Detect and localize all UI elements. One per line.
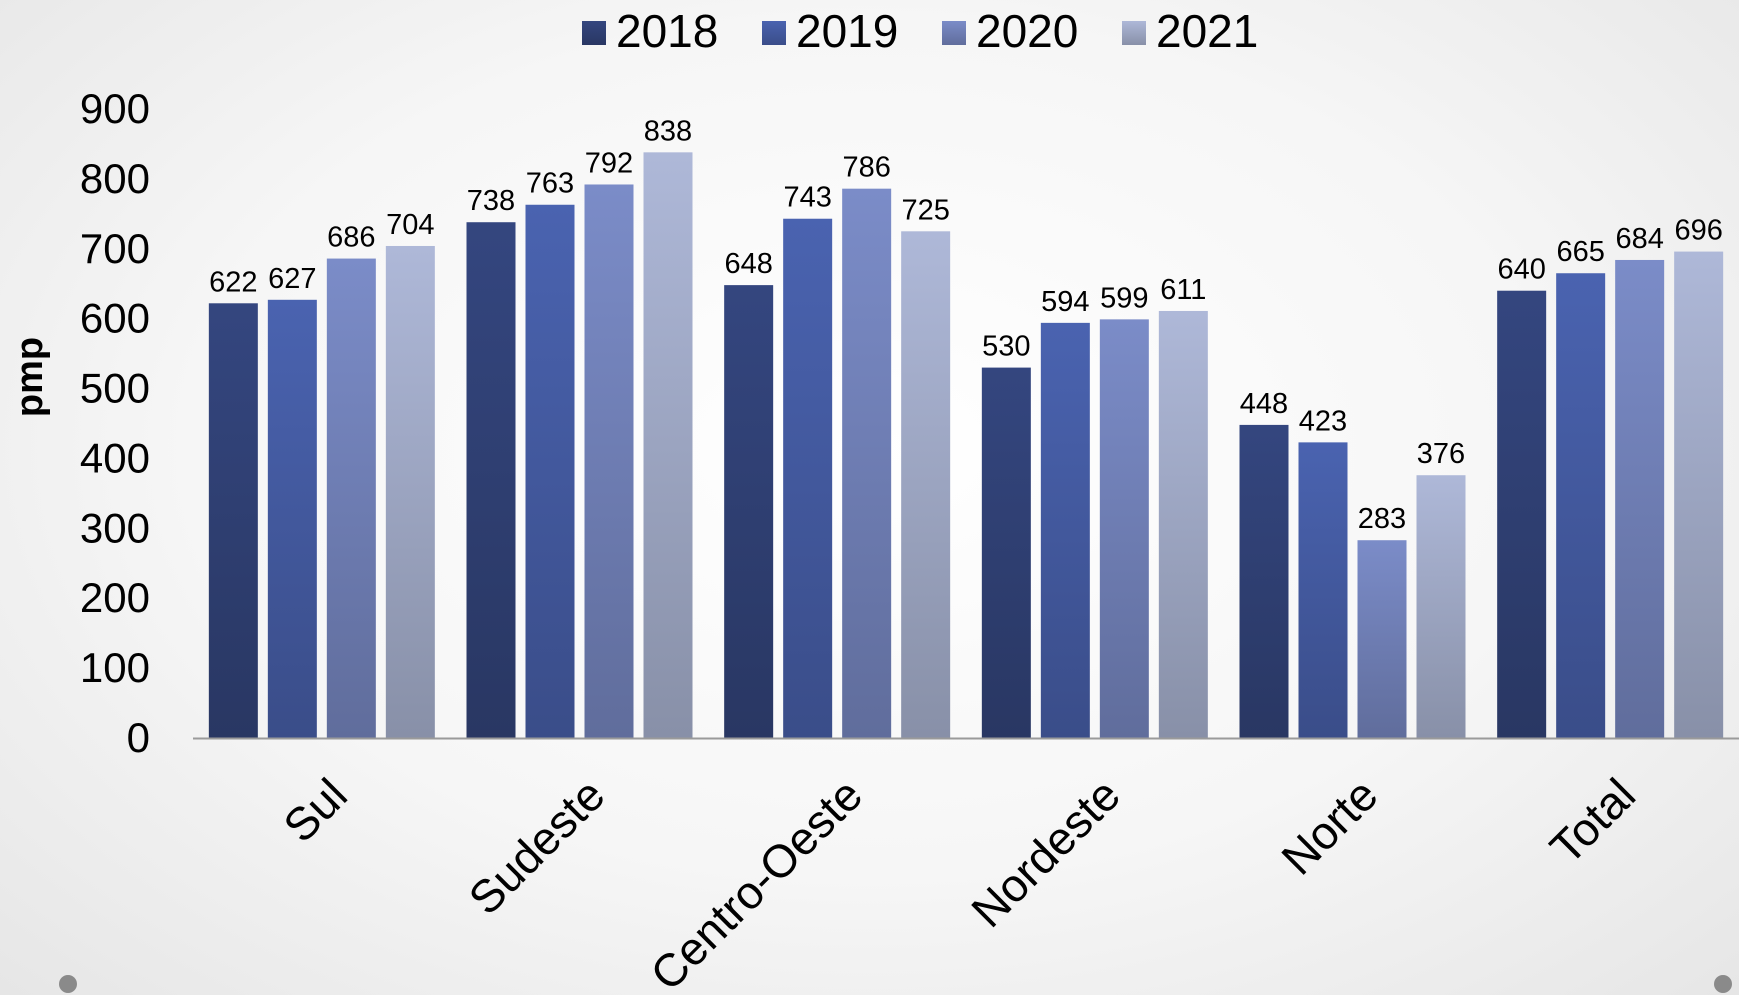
data-label: 627 [268, 263, 316, 295]
data-label: 611 [1160, 274, 1206, 306]
y-tick-label: 600 [80, 295, 150, 342]
data-label: 448 [1240, 388, 1288, 420]
bar-2021-sudeste [643, 152, 693, 738]
legend-label: 2018 [616, 5, 718, 57]
bar-2021-norte [1416, 475, 1466, 738]
bar-2019-sudeste [525, 204, 575, 738]
legend-label: 2021 [1156, 5, 1258, 57]
bar-2020-total [1615, 259, 1665, 738]
bar-2018-sudeste [466, 222, 516, 739]
legend-swatch [942, 21, 966, 45]
y-tick-label: 800 [80, 155, 150, 202]
x-tick-label: Norte [1271, 768, 1387, 884]
data-label: 686 [327, 222, 375, 254]
data-label: 376 [1417, 438, 1465, 470]
bar-2021-sul [385, 245, 435, 738]
y-tick-label: 400 [80, 434, 150, 481]
bar-2019-nordeste [1040, 322, 1090, 738]
data-labels: 622 627 686 704 738 763 792 838 648 743 786 725 530 5… [209, 115, 1723, 535]
data-label: 725 [901, 194, 949, 226]
x-axis-ticks: Sul Sudeste Centro-Oeste Nordeste Norte Total [273, 768, 1645, 995]
legend-label: 2019 [796, 5, 898, 57]
data-label: 423 [1299, 405, 1347, 437]
bar-2020-centro-oeste [842, 188, 892, 738]
data-label: 530 [982, 331, 1030, 363]
bar-2019-total [1556, 273, 1606, 738]
y-axis-ticks: 0 100 200 300 400 500 600 700 800 900 [80, 85, 150, 761]
data-label: 738 [467, 185, 515, 217]
data-label: 743 [783, 182, 831, 214]
bar-2020-nordeste [1099, 319, 1149, 738]
data-label: 640 [1497, 254, 1545, 286]
data-label: 594 [1041, 286, 1089, 318]
slide-dot-left [59, 975, 77, 993]
bar-2018-centro-oeste [724, 285, 774, 738]
legend-swatch [762, 21, 786, 45]
data-label: 704 [386, 209, 434, 241]
y-tick-label: 500 [80, 365, 150, 412]
data-label: 763 [526, 168, 574, 200]
y-tick-label: 100 [80, 644, 150, 691]
data-label: 599 [1100, 282, 1148, 314]
bar-2021-centro-oeste [901, 231, 951, 739]
legend: 2018 2019 2020 2021 [582, 5, 1258, 57]
data-label: 684 [1615, 223, 1663, 255]
data-label: 838 [644, 115, 692, 147]
data-label: 665 [1556, 236, 1604, 268]
bar-2021-total [1674, 251, 1724, 738]
bar-2021-nordeste [1158, 310, 1208, 738]
legend-swatch [582, 21, 606, 45]
y-tick-label: 200 [80, 574, 150, 621]
slide-dot-right [1714, 975, 1732, 993]
bar-2019-sul [267, 299, 317, 738]
y-tick-label: 900 [80, 85, 150, 132]
y-axis-label: pmp [9, 337, 51, 417]
bar-2019-norte [1298, 442, 1348, 738]
data-label: 696 [1674, 215, 1722, 247]
x-tick-label: Centro-Oeste [640, 768, 872, 995]
y-tick-label: 700 [80, 225, 150, 272]
x-tick-label: Nordeste [961, 768, 1130, 937]
bar-2018-norte [1239, 424, 1289, 738]
bar-2020-sul [326, 258, 376, 738]
x-tick-label: Sudeste [458, 768, 614, 924]
data-label: 786 [842, 152, 890, 184]
legend-label: 2020 [976, 5, 1078, 57]
bar-2019-centro-oeste [783, 218, 833, 738]
x-tick-label: Total [1540, 768, 1645, 873]
data-label: 792 [585, 147, 633, 179]
bar-2018-nordeste [981, 367, 1031, 738]
bars [208, 152, 1724, 739]
legend-swatch [1122, 21, 1146, 45]
bar-2020-norte [1357, 540, 1407, 738]
bar-2018-total [1497, 290, 1547, 738]
data-label: 648 [724, 248, 772, 280]
bar-2020-sudeste [584, 184, 634, 739]
y-tick-label: 300 [80, 504, 150, 551]
data-label: 283 [1358, 503, 1406, 535]
y-tick-label: 0 [127, 714, 150, 761]
data-label: 622 [209, 266, 257, 298]
x-tick-label: Sul [273, 768, 357, 852]
bar-2018-sul [208, 303, 258, 738]
